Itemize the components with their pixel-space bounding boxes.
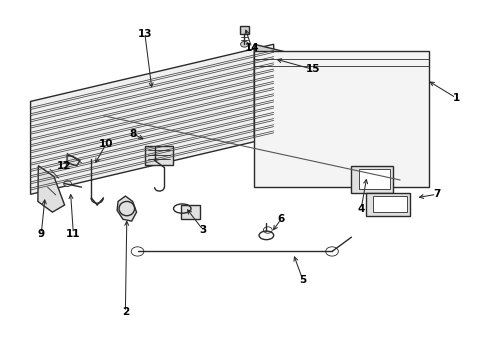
Polygon shape — [38, 166, 64, 212]
Bar — [239, 26, 249, 33]
Text: 1: 1 — [451, 93, 459, 103]
Text: 14: 14 — [244, 43, 259, 53]
Polygon shape — [372, 196, 407, 212]
Bar — [181, 205, 200, 219]
Text: 13: 13 — [137, 28, 152, 39]
Circle shape — [240, 41, 248, 47]
Polygon shape — [254, 44, 283, 144]
Text: 12: 12 — [56, 161, 71, 171]
Polygon shape — [30, 44, 273, 194]
Polygon shape — [366, 193, 409, 216]
Text: 6: 6 — [277, 214, 284, 224]
Text: 2: 2 — [122, 307, 129, 317]
Text: 15: 15 — [305, 64, 319, 74]
Polygon shape — [351, 166, 392, 193]
Circle shape — [63, 181, 71, 186]
Text: 3: 3 — [199, 225, 206, 235]
Text: 9: 9 — [38, 229, 45, 239]
Text: 8: 8 — [129, 129, 136, 139]
Polygon shape — [254, 51, 428, 187]
Text: 11: 11 — [66, 229, 81, 239]
Bar — [144, 146, 173, 165]
Text: 5: 5 — [299, 275, 306, 285]
Polygon shape — [67, 155, 80, 166]
Polygon shape — [117, 196, 136, 221]
Polygon shape — [358, 169, 389, 189]
Text: 4: 4 — [357, 203, 364, 213]
Text: 7: 7 — [432, 189, 439, 199]
Text: 10: 10 — [99, 139, 113, 149]
